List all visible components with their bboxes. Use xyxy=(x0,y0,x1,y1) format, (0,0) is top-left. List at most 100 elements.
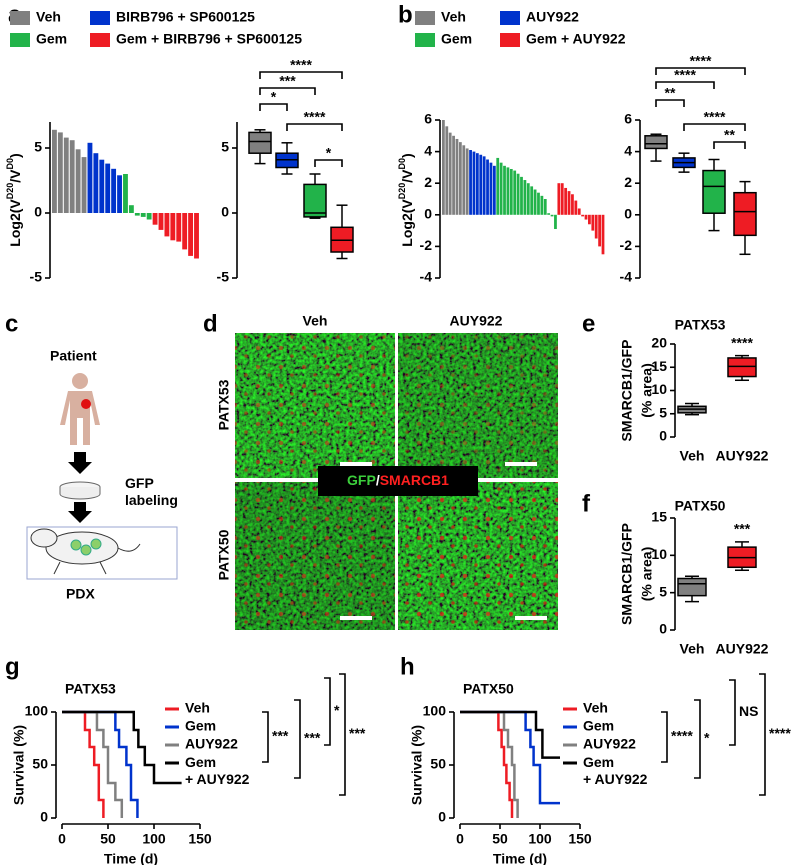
bar xyxy=(598,214,601,247)
significance-bracket xyxy=(339,673,346,796)
y-axis-label-part: ) xyxy=(7,153,23,158)
significance-label: **** xyxy=(690,53,712,69)
legend-label: Gem xyxy=(185,718,216,734)
x-tick-label: AUY922 xyxy=(716,448,769,464)
bar xyxy=(574,200,578,215)
significance-bracket xyxy=(713,141,746,149)
bar xyxy=(128,205,134,213)
bar xyxy=(520,176,523,215)
significance-label: **** xyxy=(674,67,696,83)
tumor-cells xyxy=(90,538,102,550)
y-tick-label: 0 xyxy=(624,206,632,222)
scale-bar xyxy=(340,462,547,620)
bar xyxy=(52,129,57,213)
panel-label: e xyxy=(582,310,595,337)
text-line: + AUY922 xyxy=(185,771,250,787)
x-tick-label: AUY922 xyxy=(716,641,769,657)
bar xyxy=(140,213,146,217)
bar xyxy=(164,213,170,237)
y-tick-label: 5 xyxy=(659,404,667,420)
bar xyxy=(69,140,75,213)
micrograph xyxy=(235,333,558,630)
box xyxy=(733,191,757,237)
survival-curve xyxy=(460,710,560,759)
survival-curve xyxy=(62,710,124,818)
stain-separator: / xyxy=(376,472,380,488)
chart-title: PATX50 xyxy=(463,681,514,697)
bar xyxy=(489,162,493,215)
bar xyxy=(152,213,158,225)
y-tick-label: 6 xyxy=(624,111,632,127)
significance-bracket xyxy=(683,123,746,131)
text-line: Gem xyxy=(185,754,216,770)
text-line: Gem xyxy=(583,754,614,770)
legend-label: Gem xyxy=(583,718,614,734)
bar xyxy=(63,137,69,213)
y-tick-label: 100 xyxy=(423,703,447,719)
arrow xyxy=(68,502,92,523)
panel-label: c xyxy=(5,310,18,337)
bar xyxy=(117,175,122,213)
x-tick-label: 150 xyxy=(568,831,592,847)
y-tick-label: 5 xyxy=(34,139,42,155)
legend-swatch xyxy=(415,11,435,25)
survival-curve xyxy=(460,710,519,818)
significance-label: *** xyxy=(304,730,321,746)
legend-label: Veh xyxy=(36,9,61,25)
bar xyxy=(496,157,500,215)
survival-curve xyxy=(460,710,514,818)
bar xyxy=(581,214,585,217)
model-frame xyxy=(26,526,178,580)
x-tick-label: 50 xyxy=(492,831,508,847)
significance-bracket xyxy=(759,673,766,796)
y-axis-label: SMARCB1/GFP xyxy=(619,523,635,625)
legend-swatch xyxy=(90,11,110,25)
y-tick-label: -4 xyxy=(420,269,433,285)
significance-bracket xyxy=(324,677,331,746)
bar xyxy=(475,153,479,215)
bar xyxy=(111,168,117,213)
y-tick-label: 5 xyxy=(221,139,229,155)
bar xyxy=(533,189,537,215)
survival-curve xyxy=(62,710,105,818)
legend-label: AUY922 xyxy=(185,736,238,752)
box xyxy=(727,357,757,378)
bar xyxy=(170,213,176,241)
significance-label: * xyxy=(271,89,277,105)
column-label: Veh xyxy=(303,313,328,329)
bar xyxy=(452,135,455,215)
bar xyxy=(87,142,93,213)
patient-body xyxy=(60,391,100,445)
x-tick-label: 100 xyxy=(528,831,552,847)
box xyxy=(702,169,726,214)
y-tick-label: 0 xyxy=(659,428,667,444)
y-axis-label-part: /V xyxy=(399,169,415,183)
patient-head xyxy=(72,373,88,389)
legend-swatch xyxy=(10,11,30,25)
y-tick-label: 0 xyxy=(40,809,48,825)
bar xyxy=(75,149,81,213)
x-tick-label: 0 xyxy=(456,831,464,847)
y-axis-label-part: D20 xyxy=(5,183,15,200)
significance-label: **** xyxy=(704,109,726,125)
stain-key-box xyxy=(318,466,478,496)
bar xyxy=(182,213,188,250)
y-tick-label: 5 xyxy=(659,583,667,599)
y-axis-label-part: D20 xyxy=(397,183,407,200)
bar xyxy=(465,148,469,215)
tumor xyxy=(81,399,91,409)
legend-swatch xyxy=(500,11,520,25)
panel-label: b xyxy=(398,1,413,28)
y-axis-label-part: /V xyxy=(7,169,23,183)
y-tick-label: 0 xyxy=(221,204,229,220)
x-tick-label: Veh xyxy=(680,448,705,464)
y-tick-label: 0 xyxy=(438,809,446,825)
significance-label: **** xyxy=(304,109,326,125)
y-tick-label: 6 xyxy=(424,111,432,127)
bar xyxy=(503,165,506,215)
panel-label: g xyxy=(5,653,20,680)
bar xyxy=(482,156,486,215)
y-axis-label-part: ) xyxy=(399,153,415,158)
legend-swatch xyxy=(415,33,435,47)
x-tick-label: 100 xyxy=(142,831,166,847)
